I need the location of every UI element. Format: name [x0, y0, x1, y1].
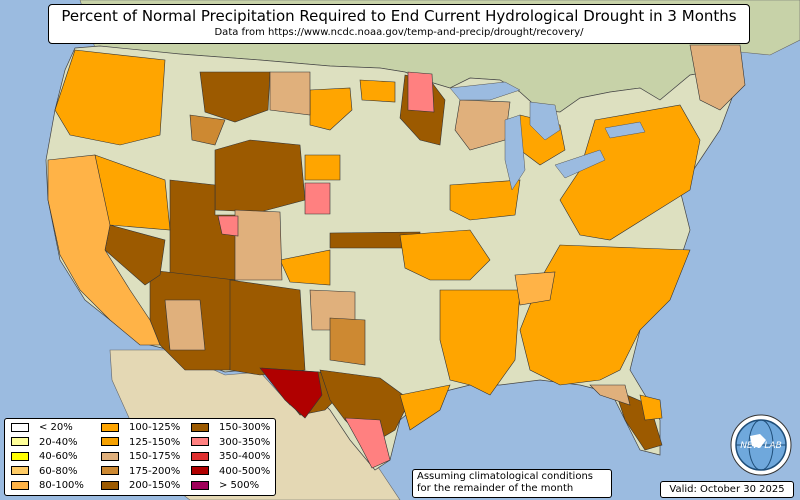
legend-label: 80-100%	[39, 480, 84, 492]
legend-item: 400-500%	[191, 465, 270, 480]
legend-swatch	[101, 422, 119, 432]
legend-label: < 20%	[39, 422, 73, 433]
lab-globe-logo: NEW LAB	[730, 414, 792, 476]
region-175-200	[189, 114, 366, 366]
legend-item: < 20%	[11, 421, 84, 436]
legend: < 20% 20-40% 40-60% 60-80% 80-100% 100-125% 1…	[4, 418, 276, 496]
valid-date: Valid: October 30 2025	[660, 481, 794, 498]
legend-item: 20-40%	[11, 436, 84, 451]
legend-item: 200-150%	[101, 479, 180, 494]
legend-swatch	[101, 451, 119, 461]
legend-label: 175-200%	[129, 465, 181, 477]
legend-column-3: 150-300% 300-350% 350-400% 400-500% > 500%	[191, 421, 270, 494]
region-150-175	[164, 44, 746, 406]
note-line-2: for the remainder of the month	[417, 483, 574, 494]
legend-label: 125-150%	[129, 436, 181, 448]
logo-text: NEW LAB	[740, 441, 782, 451]
legend-item: 100-125%	[101, 421, 180, 436]
legend-swatch	[191, 466, 209, 476]
map-title: Percent of Normal Precipitation Required…	[61, 7, 737, 25]
legend-swatch	[101, 437, 119, 447]
region-400-500	[259, 367, 323, 419]
legend-column-1: < 20% 20-40% 40-60% 60-80% 80-100%	[11, 421, 84, 494]
legend-swatch	[191, 422, 209, 432]
great-lakes	[449, 81, 646, 191]
legend-swatch	[191, 437, 209, 447]
legend-label: 150-175%	[129, 451, 181, 463]
legend-label: 200-150%	[129, 480, 181, 492]
assumption-note: Assuming climatological conditions for t…	[412, 469, 612, 498]
legend-item: 150-300%	[191, 421, 270, 436]
legend-item: 125-150%	[101, 436, 180, 451]
note-line-1: Assuming climatological conditions	[417, 471, 593, 482]
legend-item: 80-100%	[11, 479, 84, 494]
legend-label: 40-60%	[39, 451, 78, 463]
legend-label: 350-400%	[219, 451, 271, 463]
legend-label: 150-300%	[219, 422, 271, 433]
legend-swatch	[11, 422, 29, 432]
legend-label: 300-350%	[219, 436, 271, 448]
data-source-text: Data from https://www.ncdc.noaa.gov/temp…	[214, 27, 584, 38]
legend-label: 20-40%	[39, 436, 78, 448]
legend-swatch	[11, 480, 29, 490]
legend-item: 60-80%	[11, 465, 84, 480]
region-80-100	[47, 154, 556, 346]
legend-item: 300-350%	[191, 436, 270, 451]
legend-swatch	[11, 466, 29, 476]
legend-item: 350-400%	[191, 450, 270, 465]
legend-item: 40-60%	[11, 450, 84, 465]
legend-label: 100-125%	[129, 422, 181, 433]
region-125-150	[54, 49, 701, 431]
legend-item: 175-200%	[101, 465, 180, 480]
legend-column-2: 100-125% 125-150% 150-175% 175-200% 200-150%	[101, 421, 180, 494]
legend-swatch	[191, 451, 209, 461]
legend-swatch	[11, 437, 29, 447]
legend-item: 150-175%	[101, 450, 180, 465]
legend-swatch	[11, 451, 29, 461]
legend-item: > 500%	[191, 479, 270, 494]
title-box: Percent of Normal Precipitation Required…	[48, 4, 750, 44]
legend-swatch	[101, 480, 119, 490]
region-300-350	[217, 71, 435, 469]
legend-swatch	[191, 480, 209, 490]
legend-label: 400-500%	[219, 465, 271, 477]
legend-label: > 500%	[219, 480, 260, 492]
legend-label: 60-80%	[39, 465, 78, 477]
legend-swatch	[101, 466, 119, 476]
